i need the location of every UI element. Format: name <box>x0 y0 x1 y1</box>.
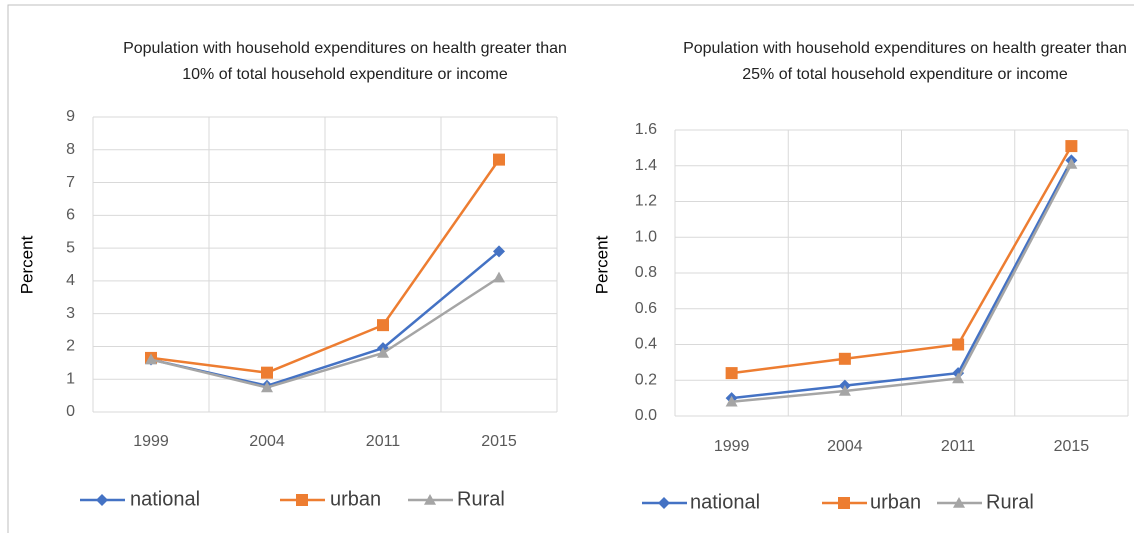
marker <box>493 153 505 166</box>
marker <box>1065 157 1078 169</box>
marker <box>725 367 738 380</box>
x-tick-label: 2011 <box>366 433 401 450</box>
x-tick-label: 2015 <box>481 433 517 450</box>
marker <box>952 338 965 351</box>
series-line <box>731 159 1073 400</box>
marker <box>261 381 273 393</box>
chart-title: Population with household expenditures o… <box>683 40 1127 83</box>
chart-title: Population with household expenditures o… <box>123 40 567 83</box>
y-tick-label: 7 <box>66 174 75 191</box>
y-tick-label: 5 <box>66 239 75 256</box>
x-tick-label: 2004 <box>249 433 285 450</box>
y-tick-label: 4 <box>66 272 75 289</box>
legend-label: Rural <box>986 491 1034 513</box>
marker <box>493 271 505 283</box>
y-tick-label: 0.8 <box>635 264 657 281</box>
marker <box>838 352 851 365</box>
marker <box>838 384 851 396</box>
y-tick-label: 0.0 <box>635 407 657 424</box>
marker <box>145 353 157 365</box>
legend-label: Rural <box>457 488 505 510</box>
series-line <box>150 158 501 374</box>
series-line <box>731 163 1073 403</box>
legend-label: national <box>690 491 760 513</box>
y-tick-label: 1.6 <box>635 121 657 138</box>
marker <box>725 395 738 407</box>
y-tick-label: 1 <box>66 370 75 387</box>
marker <box>424 494 436 505</box>
marker <box>377 347 389 358</box>
y-tick-label: 0 <box>66 403 75 420</box>
x-tick-label: 1999 <box>714 438 750 455</box>
y-tick-label: 1.2 <box>635 193 657 210</box>
marker <box>658 497 670 509</box>
series-line <box>731 145 1073 375</box>
y-axis-label: Percent <box>17 235 36 294</box>
y-tick-label: 2 <box>66 338 75 355</box>
y-tick-label: 1.4 <box>635 157 657 174</box>
marker <box>838 497 850 509</box>
legend-label: urban <box>330 488 381 510</box>
marker <box>952 372 965 384</box>
frame <box>7 4 1134 533</box>
marker <box>953 497 965 508</box>
x-tick-label: 2015 <box>1054 438 1090 455</box>
legend-label: national <box>130 488 200 510</box>
marker <box>493 245 505 258</box>
marker <box>377 319 389 332</box>
marker <box>1065 140 1078 153</box>
marker <box>96 494 108 506</box>
y-tick-label: 0.2 <box>635 371 657 388</box>
y-tick-label: 9 <box>66 108 75 125</box>
x-tick-label: 2004 <box>827 438 863 455</box>
y-tick-label: 8 <box>66 141 75 158</box>
y-tick-label: 1.0 <box>635 228 657 245</box>
y-tick-label: 6 <box>66 207 75 224</box>
y-tick-label: 3 <box>66 305 75 322</box>
legend-label: urban <box>870 491 921 513</box>
series-line <box>150 276 500 389</box>
marker <box>296 494 308 506</box>
x-tick-label: 2011 <box>941 438 976 455</box>
marker <box>261 366 273 379</box>
y-tick-label: 0.6 <box>635 300 657 317</box>
y-tick-label: 0.4 <box>635 336 657 353</box>
y-axis-label: Percent <box>592 235 611 294</box>
x-tick-label: 1999 <box>133 433 169 450</box>
